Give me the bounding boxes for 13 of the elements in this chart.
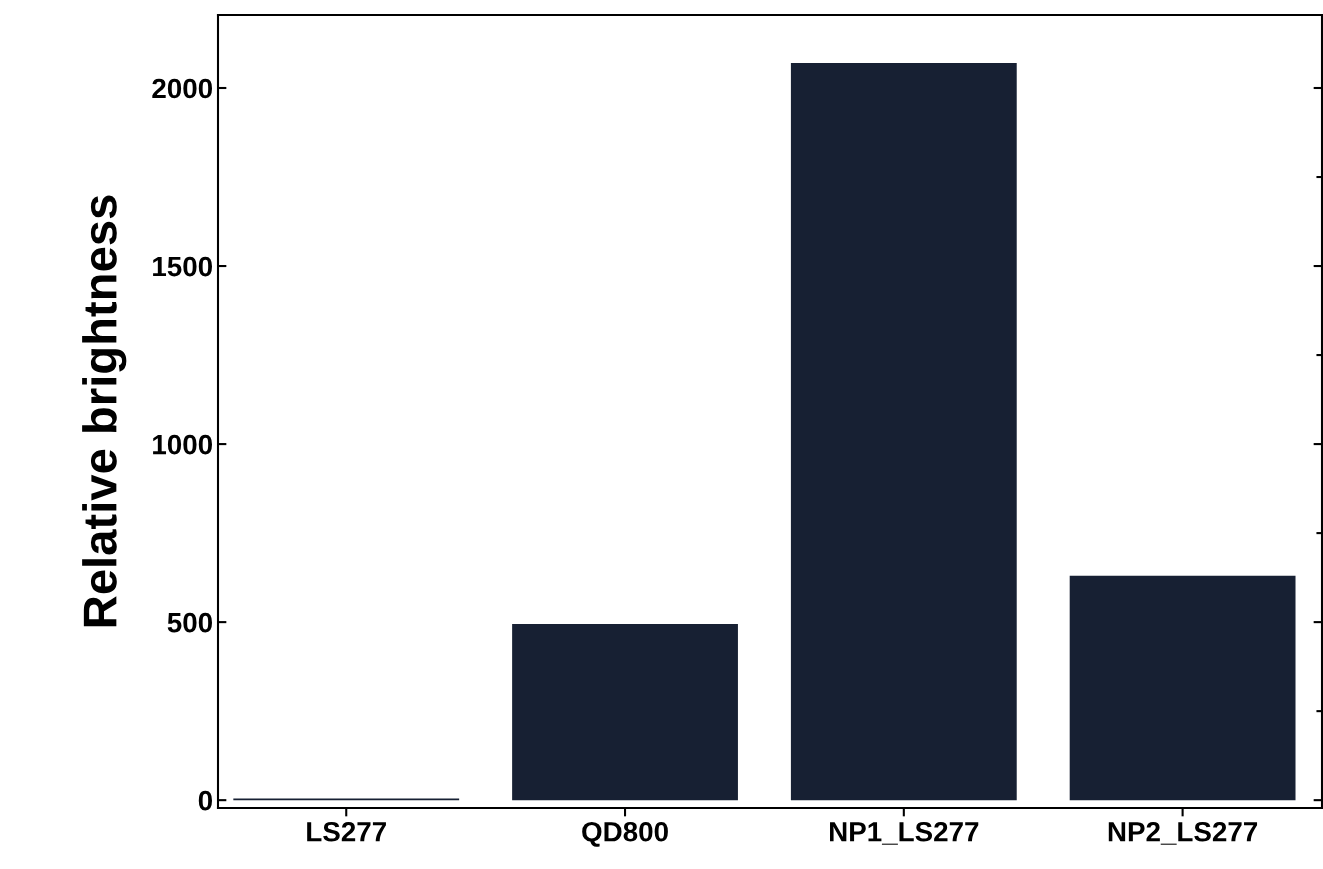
x-tick-label: LS277 [307, 821, 386, 842]
y-axis-title: Relative brightness [82, 195, 127, 627]
bar [1069, 575, 1296, 801]
x-tick-label: NP2_LS277 [1108, 821, 1258, 845]
y-tick-label: 1000 [153, 434, 213, 455]
x-tick-label: NP1_LS277 [830, 821, 979, 845]
y-tick-label: 500 [167, 612, 213, 633]
y-tick-label: 1500 [153, 256, 213, 277]
x-tick-label: QD800 [582, 821, 668, 847]
bar [790, 63, 1017, 801]
bar [512, 623, 738, 801]
y-tick-label: 0 [198, 790, 212, 811]
y-tick-label: 2000 [152, 78, 213, 99]
